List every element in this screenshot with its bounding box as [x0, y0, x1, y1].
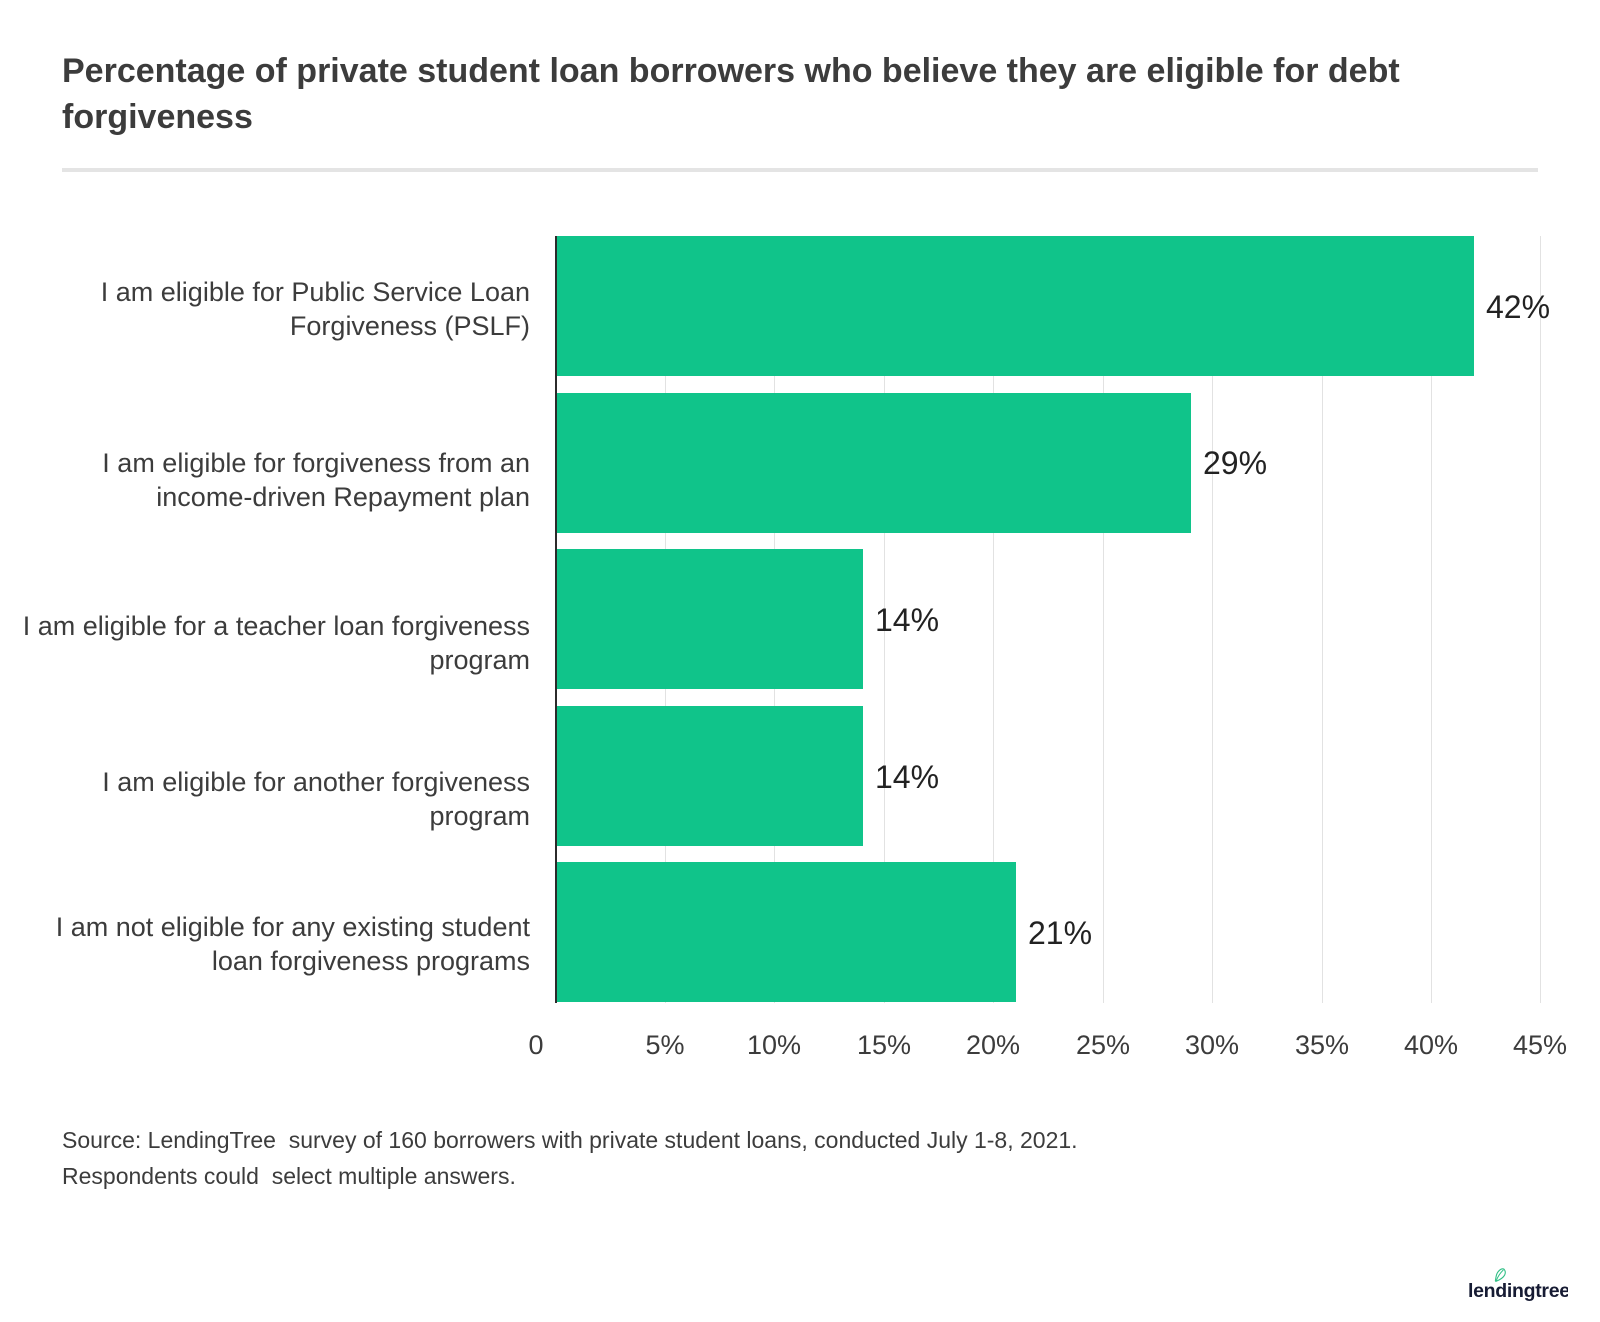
svg-text:lendingtree: lendingtree: [1468, 1280, 1568, 1302]
